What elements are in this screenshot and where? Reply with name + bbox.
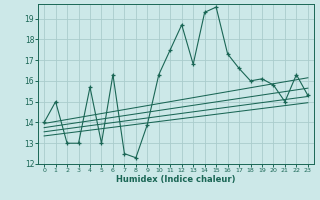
X-axis label: Humidex (Indice chaleur): Humidex (Indice chaleur) — [116, 175, 236, 184]
